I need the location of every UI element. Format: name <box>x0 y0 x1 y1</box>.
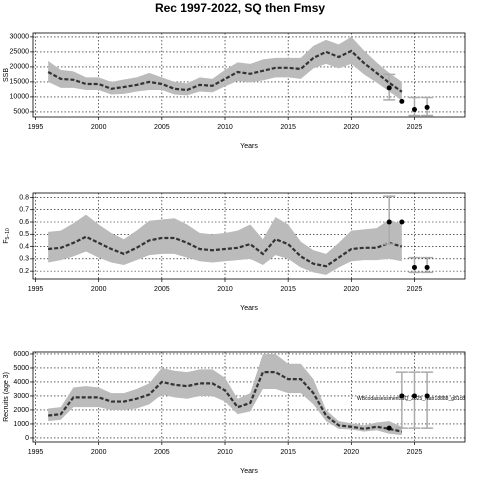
x-tick-label: 2020 <box>344 124 360 131</box>
y-tick-label: 0.5 <box>19 231 29 238</box>
y-tick-label: 0.3 <box>19 256 29 263</box>
x-axis-label: Years <box>240 143 258 150</box>
point <box>386 219 392 225</box>
x-tick-label: 2020 <box>344 286 360 293</box>
x-tick-label: 2010 <box>217 124 233 131</box>
y-tick-label: 0 <box>25 435 29 442</box>
error-bar <box>421 371 434 429</box>
x-tick-label: 2005 <box>154 449 170 456</box>
point <box>399 219 405 225</box>
y-tick-label: 0.2 <box>19 268 29 275</box>
x-tick-label: 2025 <box>407 286 423 293</box>
point <box>386 425 392 431</box>
y-tick-label: 5000 <box>13 109 29 116</box>
point <box>424 264 430 270</box>
x-tick-label: 2015 <box>280 449 296 456</box>
y-axis-label-main: SSB <box>3 68 10 82</box>
x-tick-label: 2025 <box>407 124 423 131</box>
x-tick-label: 2000 <box>91 286 107 293</box>
x-tick-label: 2025 <box>407 449 423 456</box>
y-tick-label: 0.7 <box>19 207 29 214</box>
y-tick-label: 0.8 <box>19 194 29 201</box>
chart-title: Rec 1997-2022, SQ then Fmsy <box>155 1 325 15</box>
point <box>411 264 417 270</box>
y-tick-label: 10000 <box>10 94 30 101</box>
y-tick-label: 5000 <box>13 365 29 372</box>
point <box>411 393 417 399</box>
x-axis-label: Years <box>240 305 258 312</box>
y-axis-label: Recruits (age 3) <box>3 372 10 422</box>
y-axis-label-sub: 5−10 <box>5 228 11 239</box>
x-tick-label: 2020 <box>344 449 360 456</box>
error-bar <box>408 96 421 117</box>
y-tick-label: 0.4 <box>19 243 29 250</box>
confidence-band <box>48 353 402 436</box>
point <box>424 104 430 110</box>
y-axis-label: F5−10 <box>3 228 11 244</box>
median-line <box>47 49 403 93</box>
median-line <box>48 371 403 433</box>
median-line <box>48 235 403 268</box>
plot-frame <box>32 192 466 280</box>
y-axis-label: SSB <box>3 68 10 82</box>
x-tick-label: 2000 <box>91 449 107 456</box>
x-tick-label: 2010 <box>217 286 233 293</box>
y-tick-label: 20000 <box>10 64 30 71</box>
annotation: WBcodassessment/SQ_2025_Natr18888_g81c8 <box>357 396 465 402</box>
x-tick-label: 2005 <box>154 124 170 131</box>
y-tick-label: 3000 <box>13 393 29 400</box>
y-tick-label: 4000 <box>13 379 29 386</box>
y-tick-label: 25000 <box>10 49 30 56</box>
error-bar <box>395 371 408 429</box>
x-tick-label: 1995 <box>28 124 44 131</box>
y-tick-label: 30000 <box>10 34 30 41</box>
point <box>411 107 417 112</box>
point <box>399 393 405 399</box>
point <box>399 98 405 104</box>
y-tick-label: 2000 <box>13 407 29 414</box>
plot-frame <box>32 32 466 118</box>
error-bar <box>408 371 421 429</box>
x-tick-label: 1995 <box>28 286 44 293</box>
y-tick-label: 0.6 <box>19 219 29 226</box>
point <box>424 393 430 399</box>
y-axis-label-main: F <box>3 239 10 243</box>
plot-frame <box>32 351 466 443</box>
x-tick-label: 2010 <box>217 449 233 456</box>
y-tick-label: 6000 <box>13 351 29 358</box>
x-axis-label: Years <box>240 468 258 475</box>
x-tick-label: 2000 <box>91 124 107 131</box>
confidence-band <box>48 214 402 275</box>
y-axis-label-main: Recruits (age 3) <box>3 372 10 422</box>
x-tick-label: 2015 <box>280 124 296 131</box>
point <box>386 85 392 91</box>
x-tick-label: 2015 <box>280 286 296 293</box>
y-tick-label: 1000 <box>13 421 29 428</box>
y-tick-label: 15000 <box>10 79 30 86</box>
x-tick-label: 2005 <box>154 286 170 293</box>
x-tick-label: 1995 <box>28 449 44 456</box>
